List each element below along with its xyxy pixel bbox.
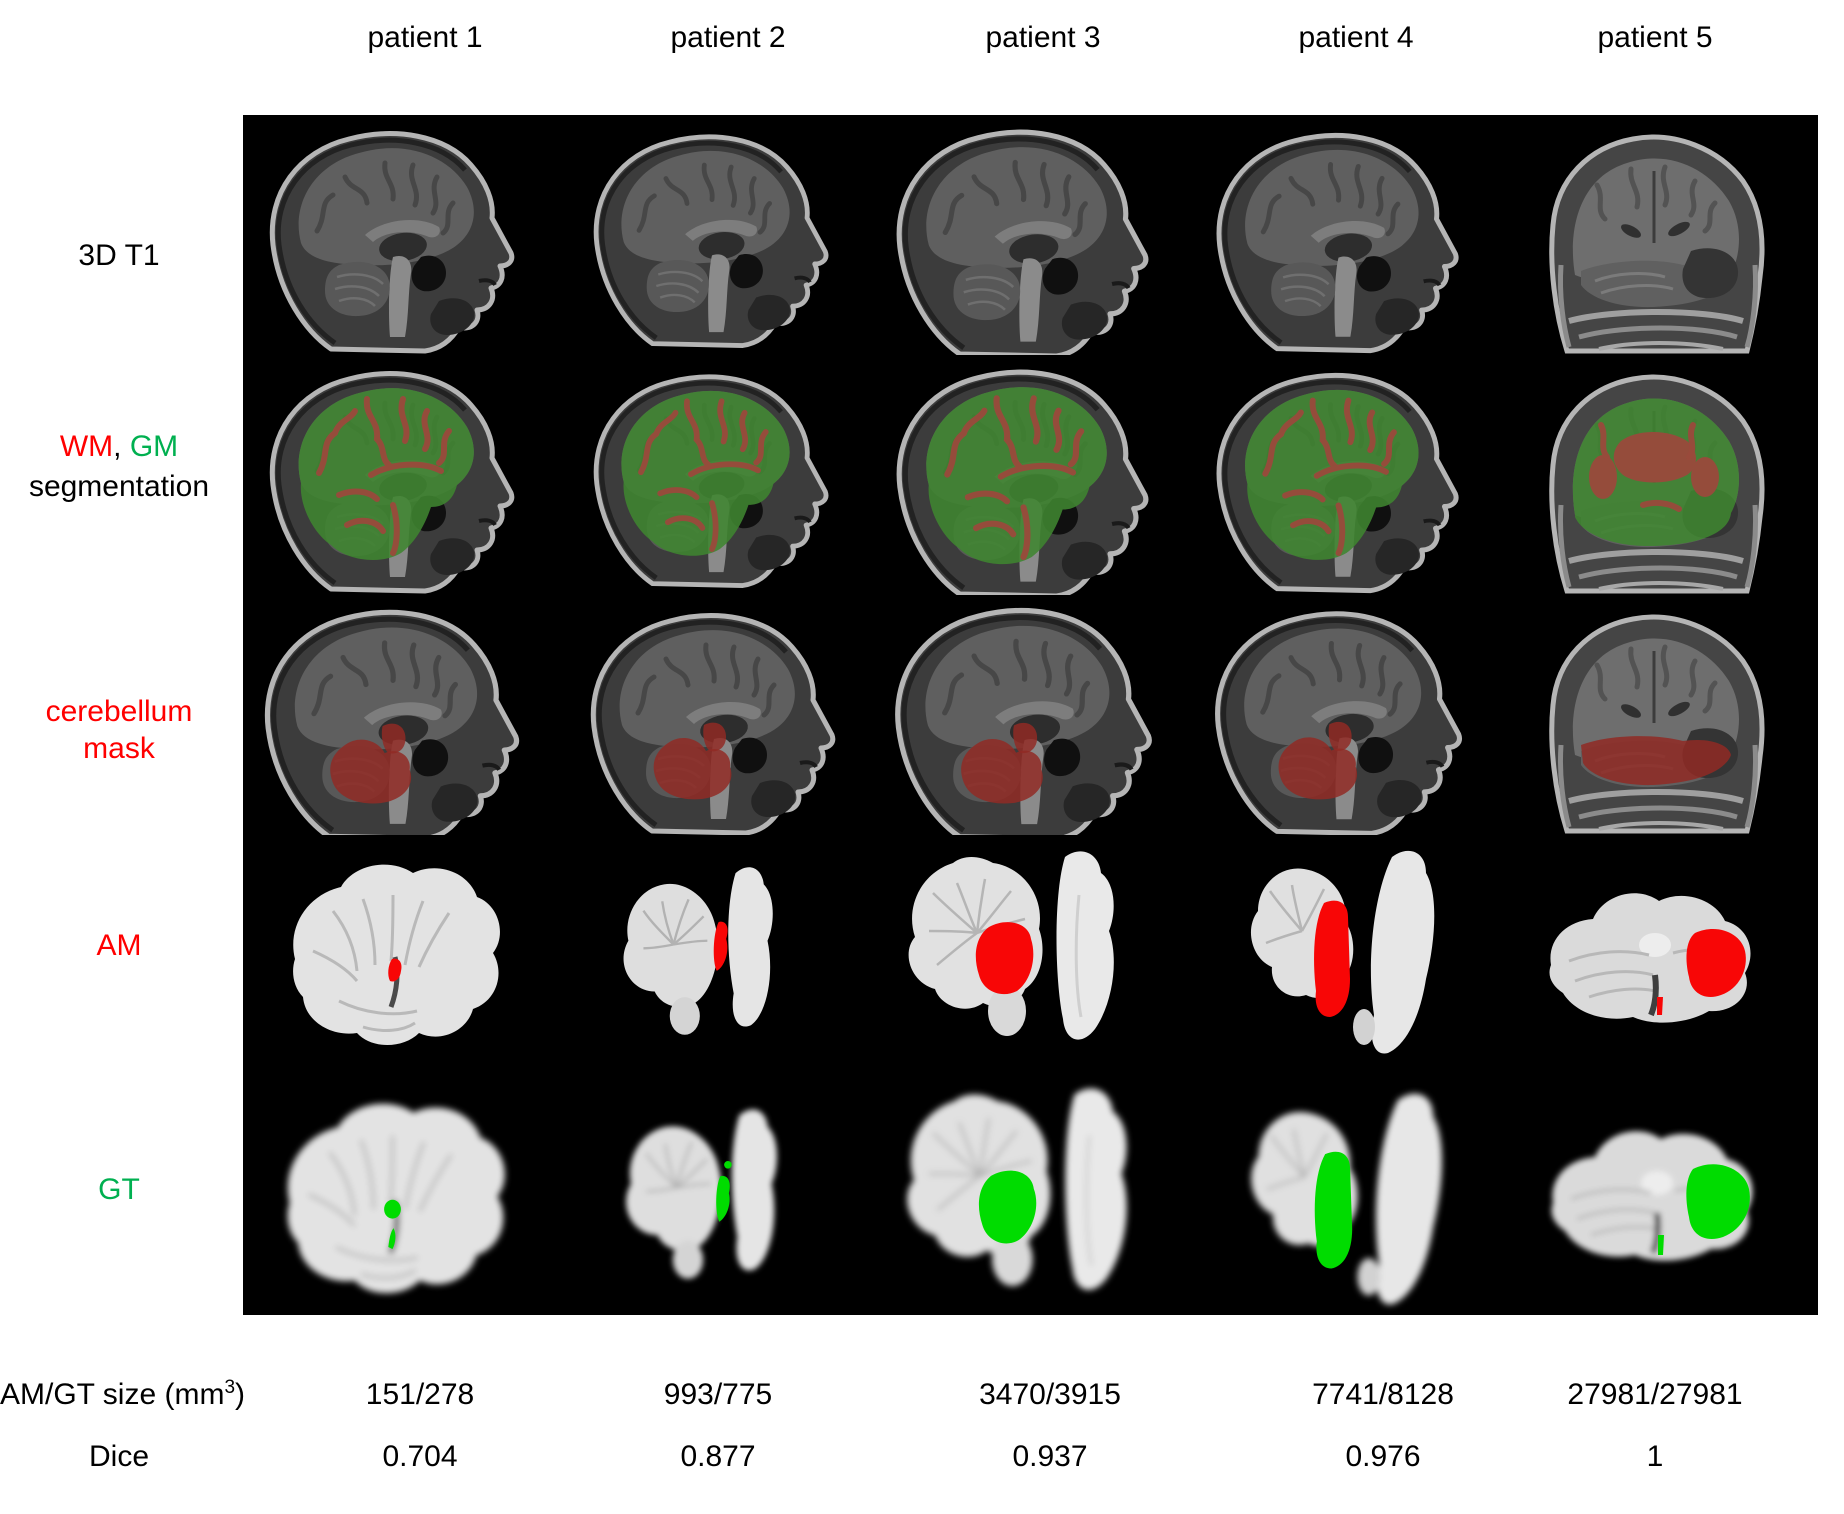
gt-image-patient-1 xyxy=(243,1075,558,1315)
column-header-patient-2: patient 2 xyxy=(670,21,786,54)
size-label-prefix: AM/GT size (mm xyxy=(0,1378,225,1411)
am-image-patient-1 xyxy=(243,835,558,1075)
metric-label-dice: Dice xyxy=(0,1437,238,1477)
metric-label-am-gt-size: AM/GT size (mm3) xyxy=(0,1375,245,1419)
size-value-patient-3: 3470/3915 xyxy=(979,1378,1121,1411)
seg-image-patient-2 xyxy=(558,355,873,595)
column-header-patient-4: patient 4 xyxy=(1298,21,1414,54)
gt-image-patient-3 xyxy=(905,1086,1129,1292)
seg-image-patient-5 xyxy=(1503,355,1818,595)
dice-value-patient-1: 0.704 xyxy=(382,1440,458,1473)
gt-image-patient-4 xyxy=(1249,1092,1444,1306)
mask-image-patient-1 xyxy=(243,595,558,835)
mask-image-patient-3 xyxy=(873,595,1188,835)
am-label: AM xyxy=(96,929,142,962)
wm-label: WM xyxy=(59,430,114,463)
am-image-patient-2 xyxy=(622,866,774,1036)
t1-image-patient-3 xyxy=(873,115,1188,355)
gt-image-patient-2 xyxy=(624,1108,779,1280)
row-label-gt: GT xyxy=(0,1170,238,1210)
size-value-patient-1: 151/278 xyxy=(365,1378,475,1411)
gt-label: GT xyxy=(98,1173,140,1206)
am-image-patient-4 xyxy=(1249,849,1436,1055)
size-value-patient-4: 7741/8128 xyxy=(1312,1378,1454,1411)
mri-image-panel xyxy=(243,115,1818,1315)
seg-image-patient-3 xyxy=(873,355,1188,595)
mask-label: mask xyxy=(83,732,155,765)
t1-image-patient-5 xyxy=(1503,115,1818,355)
size-value-patient-2: 993/775 xyxy=(663,1378,773,1411)
dice-label: Dice xyxy=(88,1440,149,1473)
mask-image-patient-4 xyxy=(1188,595,1503,835)
seg-image-patient-4 xyxy=(1188,355,1503,595)
size-label-superscript: 3 xyxy=(224,1377,236,1398)
t1-image-patient-2 xyxy=(558,115,873,355)
size-value-patient-5: 27981/27981 xyxy=(1567,1378,1743,1411)
row-label-wm-gm-segmentation: WM, GM segmentation xyxy=(0,427,238,507)
mask-image-patient-2 xyxy=(558,595,873,835)
dice-value-patient-4: 0.976 xyxy=(1345,1440,1421,1473)
row-label-3d-t1-text: 3D T1 xyxy=(78,239,160,272)
gm-label: GM xyxy=(129,430,179,463)
segmentation-label: segmentation xyxy=(28,470,210,503)
column-header-patient-3: patient 3 xyxy=(985,21,1101,54)
am-image-patient-3 xyxy=(907,849,1116,1042)
dice-value-patient-3: 0.937 xyxy=(1012,1440,1088,1473)
size-label-suffix: ) xyxy=(235,1378,246,1411)
am-image-patient-5 xyxy=(1503,835,1818,1075)
column-header-patient-1: patient 1 xyxy=(367,21,483,54)
cerebellum-label: cerebellum xyxy=(45,695,193,728)
t1-image-patient-1 xyxy=(243,115,558,355)
row-label-cerebellum-mask: cerebellum mask xyxy=(0,693,238,767)
mask-image-patient-5 xyxy=(1503,595,1818,835)
column-header-patient-5: patient 5 xyxy=(1597,21,1713,54)
wm-gm-separator: , xyxy=(113,430,130,463)
seg-image-patient-1 xyxy=(243,355,558,595)
row-label-am: AM xyxy=(0,926,238,966)
dice-value-patient-5: 1 xyxy=(1646,1440,1664,1473)
t1-image-patient-4 xyxy=(1188,115,1503,355)
dice-value-patient-2: 0.877 xyxy=(680,1440,756,1473)
row-label-3d-t1: 3D T1 xyxy=(0,236,238,276)
gt-image-patient-5 xyxy=(1503,1075,1818,1315)
